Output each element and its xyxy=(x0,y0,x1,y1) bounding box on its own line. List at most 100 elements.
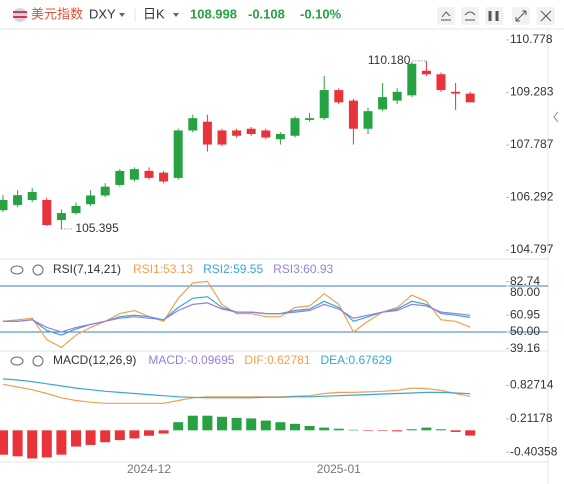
macd-bar xyxy=(41,430,52,458)
header: 美元指数 DXY 日K 108.998 -0.108 -0.10% xyxy=(13,6,555,25)
candle-body xyxy=(115,170,125,185)
y-tick-label: 106.292 xyxy=(510,190,554,204)
candle-body xyxy=(188,118,198,131)
candle-body xyxy=(451,91,461,94)
candle-body xyxy=(465,93,475,103)
macd-bar xyxy=(275,422,286,431)
tool-icon xyxy=(540,10,552,22)
candle-body xyxy=(290,118,300,136)
flag-stripe xyxy=(13,16,27,18)
legend-entry: RSI2:59.55 xyxy=(203,262,263,276)
candle-body xyxy=(305,118,315,120)
candle-body xyxy=(421,70,431,75)
y-tick-label: 0.21178 xyxy=(510,411,553,425)
candle-body xyxy=(392,91,402,101)
candle-body xyxy=(246,128,256,134)
candle-body xyxy=(348,100,358,129)
candle-body xyxy=(261,130,271,138)
macd-bar xyxy=(260,420,271,431)
y-tick-label: 80.00 xyxy=(510,285,540,299)
candle-body xyxy=(334,90,344,103)
flag-icon xyxy=(13,8,27,22)
macd-bar xyxy=(173,422,184,431)
macd-bar xyxy=(114,430,125,441)
collapse-arrow[interactable] xyxy=(553,111,559,123)
candle-body xyxy=(159,172,169,182)
tool-button[interactable] xyxy=(485,7,503,25)
candle-body xyxy=(319,90,329,119)
macd-bar xyxy=(202,415,213,431)
y-tick-label: 107.787 xyxy=(510,137,554,151)
change-percent: -0.10% xyxy=(300,6,342,21)
tool-icon xyxy=(488,11,499,21)
eye-icon[interactable] xyxy=(10,356,24,366)
tool-icon xyxy=(515,10,527,22)
macd-line xyxy=(2,378,471,399)
macd-bar xyxy=(450,430,461,432)
macd-bar xyxy=(56,430,67,455)
legend-entry: DIF:0.62781 xyxy=(244,353,310,367)
symbol[interactable]: DXY xyxy=(89,6,116,21)
candle-body xyxy=(42,200,52,225)
candle-body xyxy=(232,130,242,136)
y-tick-label: -0.40358 xyxy=(510,444,558,458)
macd-header-icons xyxy=(10,355,44,367)
candle-body xyxy=(27,191,37,201)
y-tick-label: 110.778 xyxy=(510,32,553,46)
y-tick-label: 50.00 xyxy=(510,324,540,338)
candle-body xyxy=(13,195,23,205)
macd-bar xyxy=(377,430,388,431)
macd-bar xyxy=(406,429,417,431)
high-annotation: 110.180 xyxy=(368,53,411,67)
y-tick-label: 104.797 xyxy=(510,242,554,256)
tool-button[interactable] xyxy=(437,7,455,25)
macd-bar xyxy=(304,425,315,431)
tool-button[interactable] xyxy=(461,7,479,25)
candle-body xyxy=(217,130,227,145)
candle-body xyxy=(275,133,285,140)
y-tick-label: 60.95 xyxy=(510,307,540,321)
macd-bar xyxy=(392,430,403,432)
macd-bar xyxy=(436,429,446,431)
candle-body xyxy=(173,130,183,178)
gear-icon[interactable] xyxy=(32,264,44,276)
period[interactable]: 日K xyxy=(143,6,165,21)
candle-body xyxy=(202,121,212,145)
macd-bar xyxy=(231,417,242,431)
index-name: 美元指数 xyxy=(31,6,83,21)
macd-bar xyxy=(129,430,140,439)
y-tick-label: 82.74 xyxy=(510,274,540,288)
candle-body xyxy=(86,195,96,205)
macd-bar xyxy=(363,430,373,431)
macd-bar xyxy=(0,430,8,455)
y-tick-label: 109.283 xyxy=(510,85,554,99)
dropdown-arrow xyxy=(119,13,125,17)
macd-bar xyxy=(319,427,330,431)
tool-icon xyxy=(441,11,451,21)
rsi-header-icons xyxy=(10,264,44,276)
legend-entry: MACD:-0.09695 xyxy=(148,353,234,367)
macd-bar xyxy=(333,428,344,431)
candle-body xyxy=(71,206,81,214)
macd-bar xyxy=(465,430,476,436)
macd-bar xyxy=(348,429,359,431)
candle-body xyxy=(129,169,139,180)
candle-body xyxy=(0,200,8,211)
candle-body xyxy=(363,111,373,129)
candle-body xyxy=(436,74,446,91)
macd-bar xyxy=(71,430,81,447)
y-tick-label: 0.82714 xyxy=(510,378,554,392)
change: -0.108 xyxy=(248,6,285,21)
legend-entry: RSI1:53.13 xyxy=(133,262,193,276)
eye-icon[interactable] xyxy=(10,265,24,275)
x-tick-label: 2024-12 xyxy=(127,462,171,476)
macd-bar xyxy=(158,430,169,434)
gear-icon[interactable] xyxy=(32,355,44,367)
macd-bar xyxy=(290,423,300,431)
rsi-line xyxy=(3,302,471,333)
candle-body xyxy=(407,63,417,96)
price: 108.998 xyxy=(190,6,237,21)
rsi-line xyxy=(2,280,471,349)
macd-bar xyxy=(217,416,227,431)
